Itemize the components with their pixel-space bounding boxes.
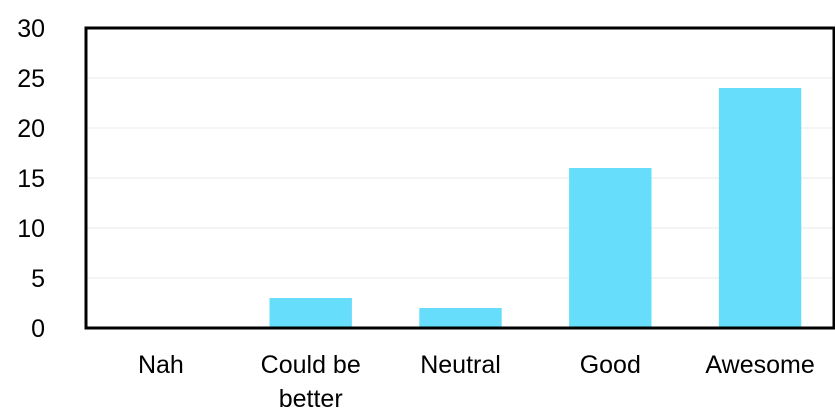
y-tick-label-10: 10 <box>17 215 45 243</box>
bar-good <box>569 168 652 328</box>
x-tick-label-awesome: Awesome <box>705 351 814 379</box>
x-tick-label-could-be-better: Could be better <box>261 351 361 413</box>
bar-awesome <box>718 88 802 328</box>
y-tick-label-15: 15 <box>17 165 45 193</box>
x-tick-label-neutral: Neutral <box>420 351 501 379</box>
gridlines <box>86 77 835 279</box>
y-tick-label-25: 25 <box>17 65 45 93</box>
bar-neutral <box>419 308 502 328</box>
y-tick-label-0: 0 <box>31 315 45 343</box>
plot-frame <box>84 26 835 330</box>
y-tick-label-5: 5 <box>31 265 45 293</box>
y-axis-tick-labels: 0 5 10 15 20 25 30 <box>17 15 45 343</box>
x-tick-label-nah: Nah <box>138 351 184 379</box>
x-axis-tick-labels: Nah Could be better Neutral Good Awesome <box>138 351 815 413</box>
bar-could-be-better <box>269 298 352 328</box>
y-tick-label-30: 30 <box>17 15 45 43</box>
y-tick-label-20: 20 <box>17 115 45 143</box>
x-tick-label-good: Good <box>580 351 641 379</box>
bars <box>269 88 802 328</box>
